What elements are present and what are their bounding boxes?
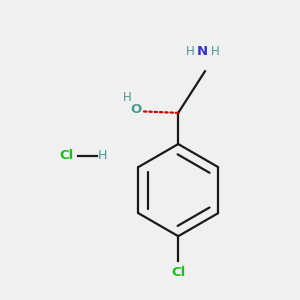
Text: Cl: Cl: [60, 149, 74, 162]
Text: H: H: [98, 149, 107, 162]
Text: O: O: [130, 103, 141, 116]
Text: H: H: [123, 91, 132, 104]
Text: N: N: [196, 45, 208, 58]
Text: H: H: [186, 45, 195, 58]
Text: H: H: [211, 45, 220, 58]
Text: Cl: Cl: [171, 266, 185, 279]
